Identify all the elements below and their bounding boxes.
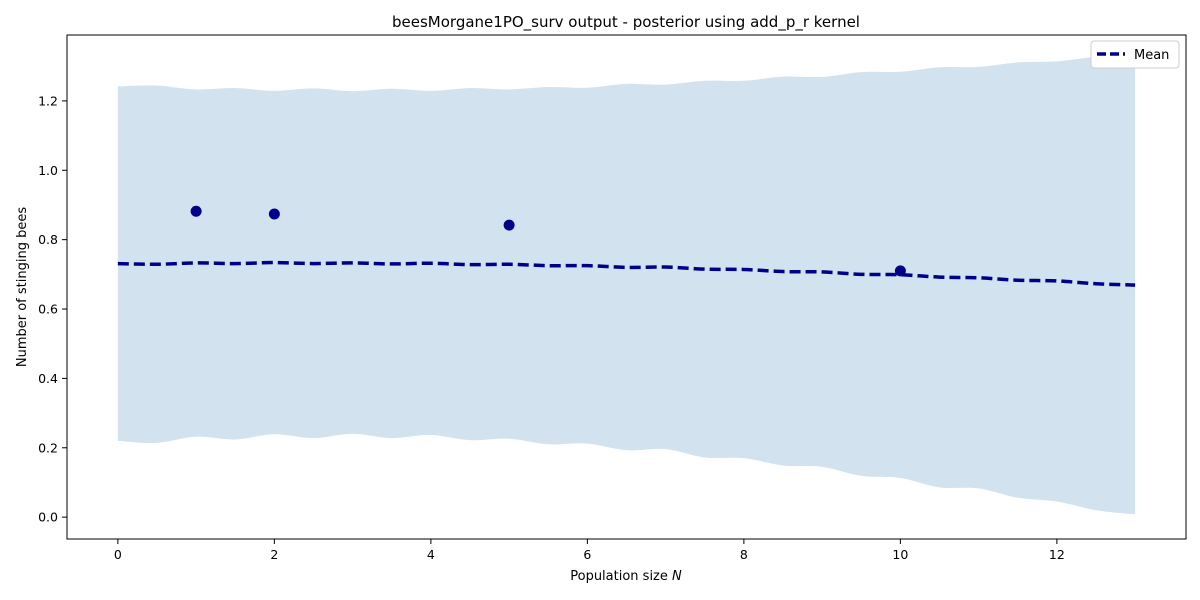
legend: Mean: [1090, 40, 1180, 69]
x-tick-label: 2: [270, 547, 278, 562]
y-tick-label: 1.0: [38, 163, 58, 178]
x-axis-ticks: 0 2 4 6 8 10 12: [114, 539, 1065, 562]
confidence-band-layer: [117, 55, 1136, 515]
y-tick-label: 0.6: [38, 302, 58, 317]
x-tick-label: 12: [1049, 547, 1065, 562]
x-axis-label: Population size N: [570, 569, 682, 584]
x-axis-label-symbol: N: [672, 569, 682, 584]
mean-line: [117, 260, 1136, 287]
observation-point: [190, 205, 202, 217]
confidence-band: [117, 55, 1136, 515]
observation-point: [268, 208, 280, 220]
mean-line-layer: [117, 260, 1136, 287]
x-axis-label-text: Population size: [570, 569, 668, 584]
y-axis-label: Number of stinging bees: [15, 207, 30, 367]
observation-point: [503, 219, 515, 231]
y-axis-ticks: 0.0 0.2 0.4 0.6 0.8 1.0 1.2: [38, 93, 67, 525]
y-tick-label: 0.8: [38, 232, 58, 247]
y-tick-label: 1.2: [38, 93, 58, 108]
x-tick-label: 10: [892, 547, 908, 562]
chart-title: beesMorgane1PO_surv output - posterior u…: [392, 13, 860, 32]
legend-box: [1090, 40, 1180, 69]
y-tick-label: 0.0: [38, 510, 58, 525]
legend-mean-label: Mean: [1134, 48, 1169, 63]
x-tick-label: 0: [114, 547, 122, 562]
observation-points-layer: [190, 205, 906, 277]
observation-point: [894, 265, 906, 277]
plot-area-frame: [66, 34, 1187, 540]
x-tick-label: 8: [740, 547, 748, 562]
x-tick-label: 6: [583, 547, 591, 562]
x-tick-label: 4: [427, 547, 435, 562]
y-tick-label: 0.2: [38, 440, 58, 455]
y-tick-label: 0.4: [38, 371, 58, 386]
